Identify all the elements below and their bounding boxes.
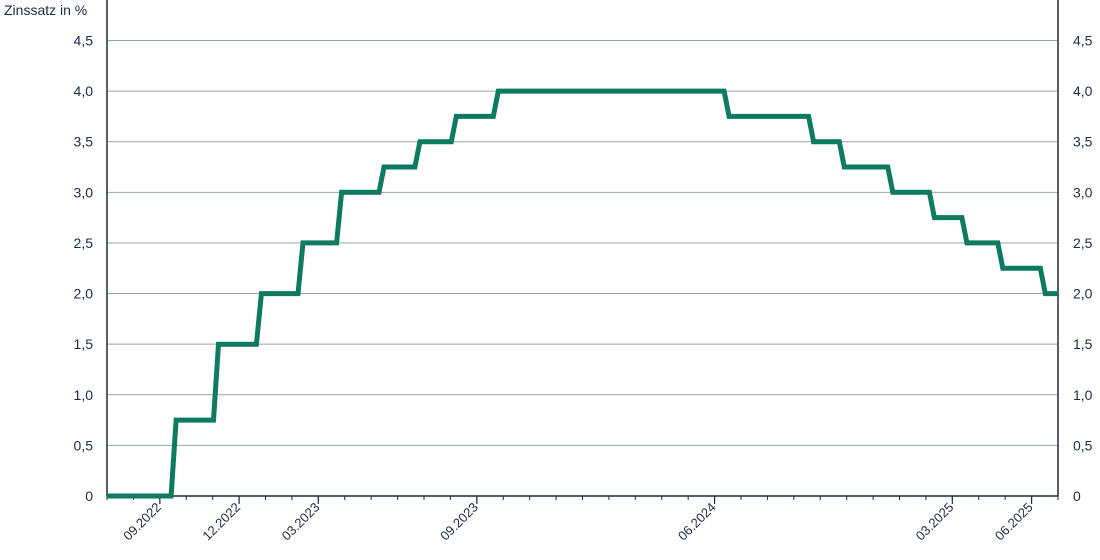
y-tick-label-left: 4,0: [74, 83, 94, 99]
y-tick-label-left: 0: [85, 488, 93, 504]
y-tick-label-right: 1,0: [1073, 387, 1093, 403]
grid-lines: [107, 39, 1058, 446]
x-tick-label: 09.2022: [120, 500, 164, 544]
tick-labels: 0 0 0,5 0,5 1,0 1,0 1,5 1,5 2,0 2,0 2,5 2,5 3,0 3,0 3,…: [74, 32, 1093, 543]
y-tick-label-right: 4,0: [1073, 83, 1093, 99]
axes: [106, 0, 1059, 504]
y-tick-label-left: 1,5: [74, 336, 94, 352]
y-tick-label-right: 0: [1073, 488, 1081, 504]
x-tick-label: 12.2022: [199, 500, 243, 544]
y-tick-label-left: 2,5: [74, 235, 94, 251]
y-tick-label-left: 1,0: [74, 387, 94, 403]
y-tick-label-right: 3,5: [1073, 134, 1093, 150]
x-tick-label: 06.2025: [992, 500, 1036, 544]
x-tick-label: 03.2023: [279, 500, 323, 544]
y-tick-label-right: 4,5: [1073, 32, 1093, 48]
y-tick-label-right: 1,5: [1073, 336, 1093, 352]
series-layer: [107, 88, 1058, 499]
interest-rate-line: [107, 88, 1058, 499]
x-tick-label: 09.2023: [437, 500, 481, 544]
y-tick-label-left: 2,0: [74, 286, 94, 302]
y-tick-label-right: 3,0: [1073, 184, 1093, 200]
x-tick-label: 03.2025: [913, 500, 957, 544]
y-tick-label-right: 2,5: [1073, 235, 1093, 251]
y-tick-label-left: 4,5: [74, 32, 94, 48]
y-tick-label-right: 2,0: [1073, 286, 1093, 302]
y-axis-title: Zinssatz in %: [4, 2, 88, 18]
y-tick-label-left: 3,0: [74, 184, 94, 200]
y-tick-label-left: 3,5: [74, 134, 94, 150]
y-tick-label-left: 0,5: [74, 437, 94, 453]
y-tick-label-right: 0,5: [1073, 437, 1093, 453]
x-tick-label: 06.2024: [675, 500, 719, 544]
